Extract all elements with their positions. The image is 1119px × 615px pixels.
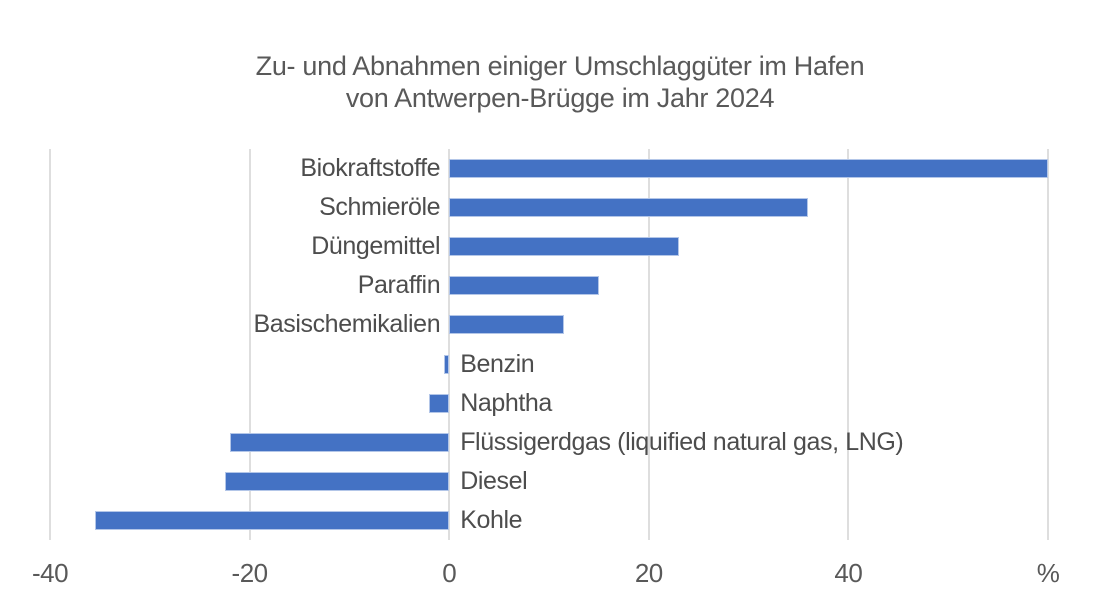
gridline-0 xyxy=(448,149,451,540)
gridline--20 xyxy=(248,149,251,540)
x-tick-label: -40 xyxy=(31,558,69,588)
category-label: Düngemittel xyxy=(311,232,441,261)
bar-naphtha xyxy=(429,393,450,413)
category-label: Paraffin xyxy=(357,271,441,300)
bar-schmier-le xyxy=(449,198,809,218)
bar-basischemikalien xyxy=(449,315,564,335)
category-label: Basischemikalien xyxy=(253,310,441,339)
plot-area: Biokraftstoffe Schmieröle Düngemittel Paraf… xyxy=(49,149,1049,540)
gridline-40 xyxy=(847,149,850,540)
gridline--40 xyxy=(49,149,51,540)
category-label: Schmieröle xyxy=(319,193,441,222)
x-tick-label: % xyxy=(1036,558,1060,588)
category-label: Kohle xyxy=(460,505,523,534)
bar-paraffin xyxy=(449,276,599,296)
bar-biokraftstoffe xyxy=(449,159,1048,179)
category-label: Diesel xyxy=(460,466,528,495)
gridline-20 xyxy=(647,149,650,540)
x-tick-label: 0 xyxy=(442,558,457,588)
x-axis: -40 -20 0 20 40% xyxy=(32,558,1060,594)
bar-d-ngemittel xyxy=(449,237,679,257)
x-tick-label: 20 xyxy=(634,558,663,588)
chart-title: Zu- und Abnahmen einiger Umschlaggüter i… xyxy=(60,50,1060,114)
chart-title-line-2: von Antwerpen-Brügge im Jahr 2024 xyxy=(345,83,775,113)
bar-kohle xyxy=(94,510,450,530)
category-label: Benzin xyxy=(460,349,535,378)
gridline-pct xyxy=(1047,149,1049,540)
bar-diesel xyxy=(224,471,450,491)
category-label: Flüssigerdgas (liquified natural gas, LN… xyxy=(460,427,904,456)
chart-title-line-1: Zu- und Abnahmen einiger Umschlaggüter i… xyxy=(255,51,865,81)
bar-fl-ssigerdgas-liquified-natural-gas-lng xyxy=(229,432,450,452)
category-label: Naphtha xyxy=(460,388,552,417)
x-tick-label: 40 xyxy=(834,558,863,588)
bar-benzin xyxy=(444,354,450,374)
x-tick-label: -20 xyxy=(231,558,269,588)
category-label: Biokraftstoffe xyxy=(300,154,441,183)
